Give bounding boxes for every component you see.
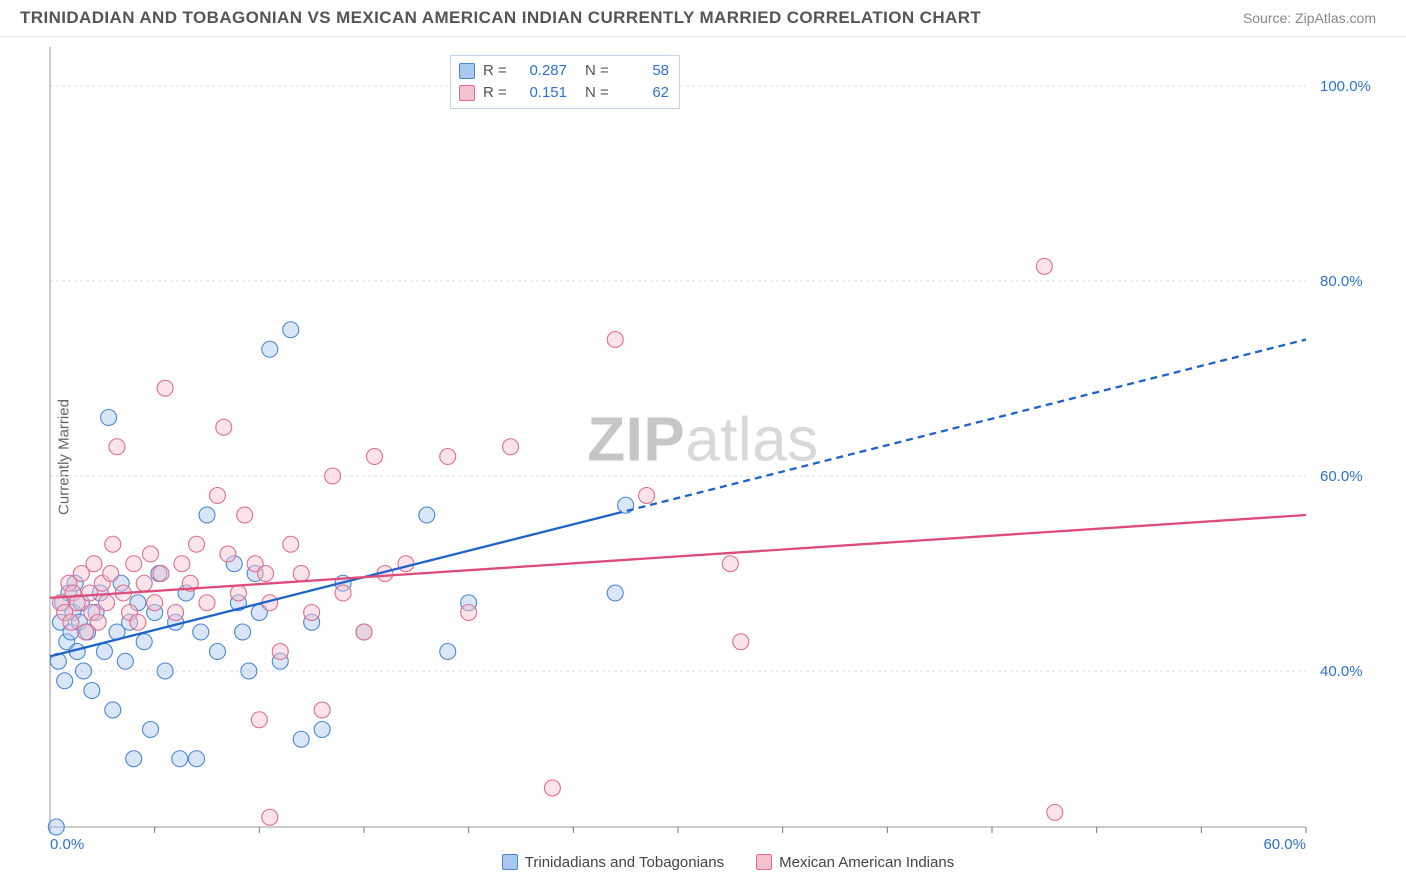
n-label: N =	[585, 60, 613, 82]
n-label: N =	[585, 82, 613, 104]
legend-bottom: Trinidadians and Tobagonians Mexican Ame…	[0, 847, 1406, 877]
chart-title: TRINIDADIAN AND TOBAGONIAN VS MEXICAN AM…	[20, 8, 981, 28]
legend-item-0: Trinidadians and Tobagonians	[502, 854, 724, 871]
svg-text:100.0%: 100.0%	[1320, 78, 1371, 95]
legend-stats-row: R = 0.287 N = 58	[459, 60, 669, 82]
legend-item-1: Mexican American Indians	[756, 854, 954, 871]
legend-label-1: Mexican American Indians	[779, 854, 954, 871]
legend-stats: R = 0.287 N = 58 R = 0.151 N = 62	[450, 55, 680, 109]
svg-text:80.0%: 80.0%	[1320, 273, 1363, 290]
n-value-1: 62	[621, 82, 669, 104]
chart-svg: 0.0%60.0%40.0%60.0%80.0%100.0%	[0, 37, 1406, 877]
legend-stats-row: R = 0.151 N = 62	[459, 82, 669, 104]
swatch-series-0-b	[502, 854, 518, 870]
swatch-series-0	[459, 63, 475, 79]
swatch-series-1-b	[756, 854, 772, 870]
source-label: Source: ZipAtlas.com	[1243, 10, 1376, 26]
svg-text:60.0%: 60.0%	[1320, 468, 1363, 485]
swatch-series-1	[459, 85, 475, 101]
r-label: R =	[483, 60, 511, 82]
n-value-0: 58	[621, 60, 669, 82]
legend-label-0: Trinidadians and Tobagonians	[525, 854, 724, 871]
r-value-1: 0.151	[519, 82, 567, 104]
r-value-0: 0.287	[519, 60, 567, 82]
plot-area: Currently Married 0.0%60.0%40.0%60.0%80.…	[0, 37, 1406, 877]
svg-text:40.0%: 40.0%	[1320, 663, 1363, 680]
r-label: R =	[483, 82, 511, 104]
